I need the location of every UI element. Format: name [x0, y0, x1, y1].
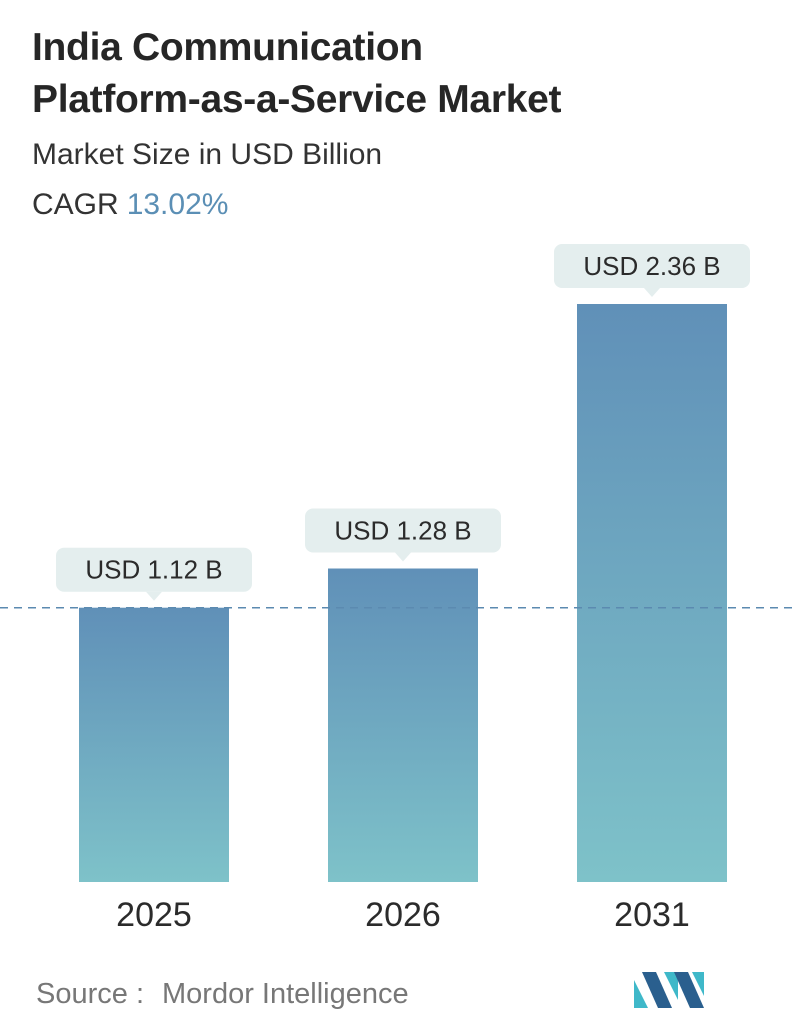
- value-label-text: USD 1.28 B: [334, 516, 471, 546]
- value-label-background: [305, 508, 501, 553]
- value-label-text: USD 2.36 B: [583, 251, 720, 281]
- value-label-pointer: [644, 288, 660, 297]
- cagr-line: CAGR 13.02%: [32, 188, 228, 222]
- x-tick-label-2031: 2031: [614, 896, 690, 934]
- chart-subtitle: Market Size in USD Billion: [32, 138, 383, 171]
- value-label-2025: USD 1.12 B: [56, 547, 252, 601]
- source-note: Source : Mordor Intelligence: [36, 978, 409, 1011]
- x-axis-tick-labels: 2025 2026 2031: [116, 896, 690, 934]
- x-tick-label-2025: 2025: [116, 896, 192, 934]
- cagr-label: CAGR: [32, 188, 119, 221]
- x-tick-label-2026: 2026: [365, 896, 441, 934]
- chart-title: India Communication Platform-as-a-Servic…: [32, 22, 732, 126]
- value-label-text: USD 1.12 B: [85, 555, 222, 585]
- value-label-pointer: [146, 591, 162, 601]
- chart-title-line-1: India Communication: [32, 26, 423, 69]
- cagr-value: 13.02%: [126, 188, 229, 221]
- value-label-pointer: [395, 552, 411, 562]
- bar-2031: [577, 304, 727, 882]
- mordor-intelligence-logo-icon: [634, 972, 704, 1008]
- chart-title-line-2: Platform-as-a-Service Market: [32, 78, 562, 121]
- value-label-2026: USD 1.28 B: [305, 508, 501, 562]
- source-label: Source :: [36, 978, 144, 1010]
- source-name: Mordor Intelligence: [162, 978, 409, 1010]
- bars-layer: [79, 304, 727, 882]
- value-labels-layer: USD 1.12 B USD 1.28 B USD 2.36 B: [56, 244, 750, 601]
- bar-2026: [328, 568, 478, 882]
- bar-2025: [79, 607, 229, 882]
- value-label-background: [56, 547, 252, 592]
- value-label-2031: USD 2.36 B: [554, 244, 750, 297]
- value-label-background: [554, 244, 750, 288]
